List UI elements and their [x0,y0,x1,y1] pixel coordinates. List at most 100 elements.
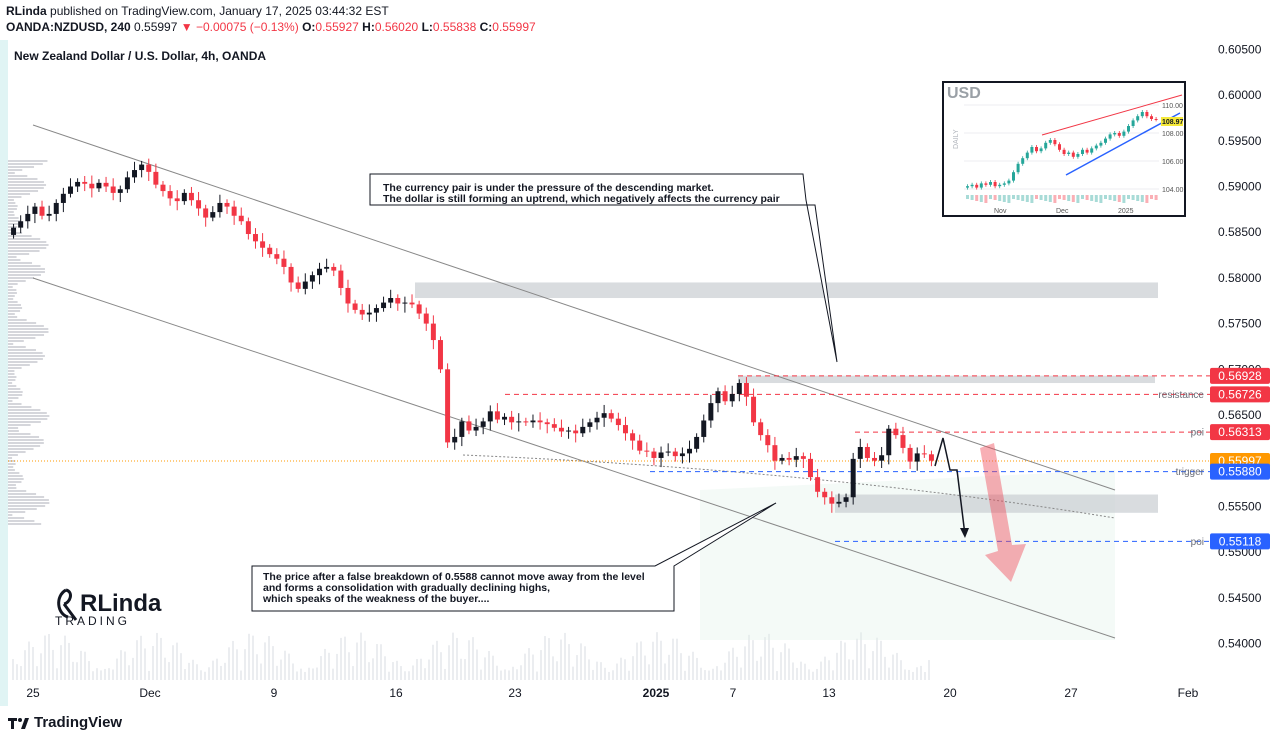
channel-upper-line[interactable] [32,124,1116,491]
inset-candle-body [984,183,988,185]
symbol-label[interactable]: OANDA:NZDUSD, 240 [6,20,131,34]
candle-body [103,182,109,187]
inset-candle-body [979,183,983,188]
volume-bar [80,650,82,680]
volume-profile-bar [8,340,24,342]
volume-profile-bar [8,364,30,366]
inset-candle-body [975,184,979,188]
volume-bar [688,655,690,680]
price-tag [1210,463,1270,480]
candle-body [779,457,785,461]
chart-title[interactable]: New Zealand Dollar / U.S. Dollar, 4h, OA… [14,49,266,63]
volume-bar [520,665,522,680]
price-change: ▼ −0.00075 (−0.13%) [180,20,299,34]
candle-body [551,424,557,428]
volume-bar [832,670,834,680]
candle-body [11,227,17,235]
candle-body [857,446,863,459]
channel-lower-line[interactable] [32,277,1116,639]
volume-bar [720,670,722,680]
inset-candle-body [1090,148,1094,153]
volume-bar [864,644,866,680]
volume-profile-bar [8,244,49,246]
candle-body [822,491,828,498]
candle-body [252,234,258,242]
volume-profile-bar [8,283,18,285]
volume-profile-bar [8,205,18,207]
volume-bar [488,651,490,680]
candle-body [245,221,251,235]
candle-body [345,287,351,304]
volume-profile [8,160,50,525]
candle-body [395,298,401,304]
volume-bar [348,652,350,680]
inset-candle-body [1058,144,1061,150]
volume-bar [60,645,62,680]
volume-bar [332,668,334,680]
volume-bar [680,653,682,680]
volume-bar [52,649,54,680]
inset-volume-bar [1108,195,1112,200]
candle-body [381,302,387,309]
candle-body [715,391,721,404]
volume-bar [844,642,846,680]
volume-bar [112,669,114,680]
volume-profile-bar [8,301,18,303]
inset-volume-bar [1044,195,1048,201]
volume-bar [248,633,250,680]
volume-bar [528,648,530,680]
volume-profile-bar [8,415,50,417]
volume-profile-bar [8,217,19,219]
time-axis[interactable] [8,680,1210,706]
candles-layer [11,158,934,513]
candle-body [18,221,24,228]
volume-bar [572,666,574,680]
inset-volume-bar [1140,195,1144,202]
inset-volume-bar [970,195,974,200]
volume-profile-bar [8,280,26,282]
volume-bar [668,654,670,680]
inset-candle-body [989,182,992,185]
volume-bar [524,653,526,680]
volume-profile-bar [8,334,45,336]
volume-bar [432,644,434,680]
candle-body [174,198,180,202]
volume-bar [516,669,518,680]
volume-bar [324,648,326,680]
candle-body [864,446,870,458]
volume-profile-bar [8,238,41,240]
volume-profile-bar [8,469,15,471]
publisher-name[interactable]: RLinda [6,4,47,18]
inset-volume-bar [1154,195,1158,200]
candle-body [530,420,536,423]
tradingview-logo[interactable]: TradingView [8,714,122,731]
volume-bar [576,655,578,680]
candle-body [480,421,486,427]
inset-y-tick-2: 108.00 [1162,131,1184,138]
volume-bar [444,668,446,680]
supply-demand-zone[interactable] [835,494,1158,513]
volume-bar [340,637,342,680]
volume-bar [200,670,202,680]
published-text: published on TradingView.com, January 17… [50,4,389,18]
volume-profile-bar [8,385,17,387]
inset-volume-bar [1062,195,1066,200]
volume-bar [676,638,678,680]
volume-bar [436,640,438,680]
volume-bar [916,667,918,680]
volume-profile-bar [8,502,50,504]
candle-body [53,202,59,214]
supply-demand-zone[interactable] [415,282,1158,299]
candle-body [124,177,130,190]
volume-profile-bar [8,253,30,255]
inset-volume-bar [1035,195,1038,199]
volume-bar [72,661,74,680]
price-line-label: resistance [1158,390,1204,401]
volume-bar [800,661,802,680]
volume-profile-bar [8,325,44,327]
candle-body [644,450,650,452]
publish-header: RLinda published on TradingView.com, Jan… [0,0,1280,40]
supply-demand-zone[interactable] [738,375,1155,384]
volume-bar [700,667,702,680]
volume-bar [416,659,418,680]
